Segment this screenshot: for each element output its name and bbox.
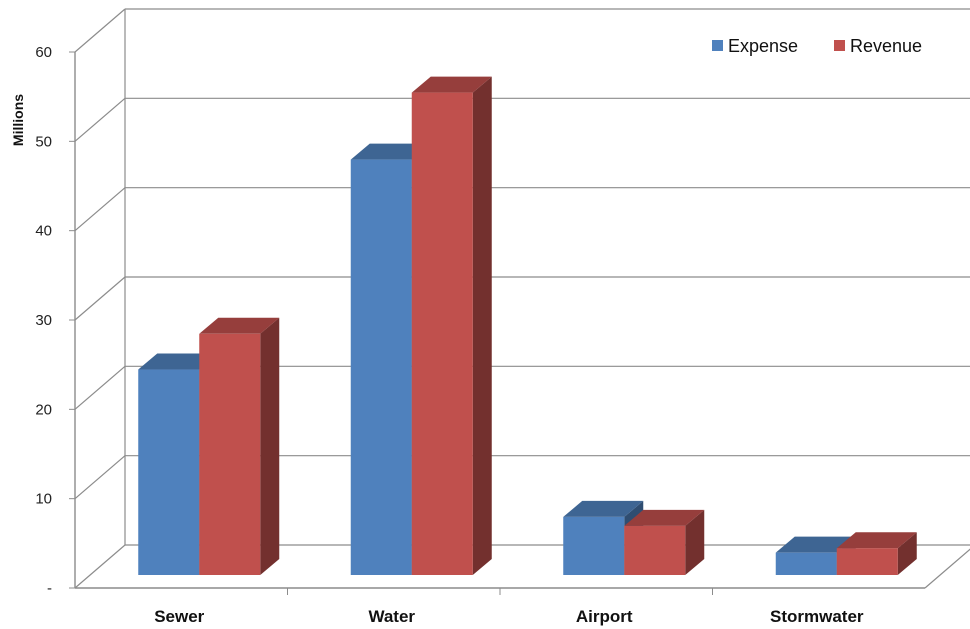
bar-top — [350, 143, 431, 160]
bar-front — [624, 525, 686, 575]
bar-front — [199, 333, 261, 575]
legend-label: Expense — [728, 36, 798, 56]
category-labels: Sewer Water Airport Stormwater — [154, 607, 864, 626]
category-label: Sewer — [154, 607, 204, 626]
y-tick-labels: - 10 20 30 40 50 60 — [35, 44, 52, 597]
legend-label: Revenue — [850, 36, 922, 56]
bar-revenue-stormwater — [836, 532, 917, 575]
bar-side — [260, 317, 280, 575]
bars — [138, 76, 917, 575]
y-tick-label: 30 — [35, 312, 52, 329]
gridline-diag — [74, 544, 126, 589]
y-tick-label: 40 — [35, 223, 52, 240]
axes — [69, 51, 925, 595]
bar-revenue-airport — [624, 509, 705, 575]
y-tick-label: - — [47, 580, 52, 597]
legend-swatch — [712, 40, 723, 51]
bar-front — [411, 92, 473, 575]
bar-revenue-water — [411, 76, 492, 575]
bar-front — [563, 516, 625, 575]
bar-top — [624, 509, 705, 526]
y-tick-label: 60 — [35, 44, 52, 61]
gridline-diag — [74, 97, 126, 142]
floor-right-edge — [924, 548, 970, 589]
bar-top — [199, 317, 280, 334]
bar-side — [472, 76, 492, 575]
legend-item-revenue: Revenue — [834, 36, 922, 56]
gridline-diag — [74, 455, 126, 500]
bar-front — [775, 552, 837, 575]
bar-top — [411, 76, 492, 93]
legend-item-expense: Expense — [712, 36, 798, 56]
y-tick-label: 20 — [35, 401, 52, 418]
gridline-diag — [74, 276, 126, 321]
bar-top — [775, 536, 856, 553]
bar-revenue-sewer — [199, 317, 280, 575]
y-tick-label: 50 — [35, 133, 52, 150]
gridline-diag — [74, 187, 126, 232]
bar-front — [350, 159, 412, 575]
gridline-diag — [74, 8, 126, 53]
bar-top — [563, 500, 644, 517]
category-label: Stormwater — [770, 607, 864, 626]
bar-side — [685, 509, 705, 575]
y-axis-label: Millions — [10, 94, 26, 146]
gridline-diag — [74, 365, 126, 410]
category-label: Airport — [576, 607, 633, 626]
bar-front — [836, 548, 898, 575]
category-label: Water — [368, 607, 415, 626]
legend-swatch — [834, 40, 845, 51]
bar-top — [836, 532, 917, 549]
bar-side — [897, 532, 917, 575]
bar-front — [138, 369, 200, 575]
bar-top — [138, 353, 219, 370]
legend: Expense Revenue — [712, 36, 922, 56]
y-tick-label: 10 — [35, 491, 52, 508]
